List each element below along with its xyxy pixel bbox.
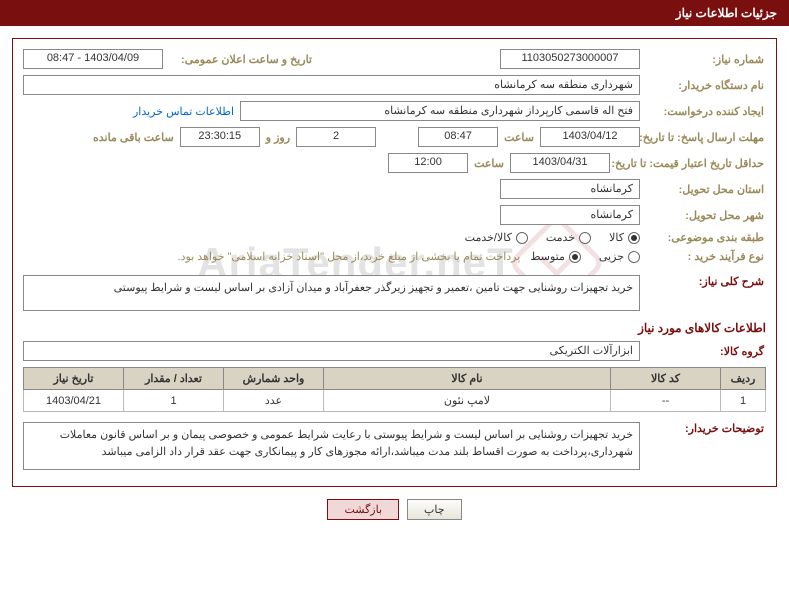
row-need-summary: شرح کلی نیاز: خرید تجهیزات روشنایی جهت ت… [23,275,766,311]
cell-code: -- [611,390,721,412]
price-validity-label: حداقل تاریخ اعتبار قیمت: تا تاریخ: [616,157,766,170]
radio-service[interactable]: خدمت [546,231,591,244]
cell-need-date: 1403/04/21 [24,390,124,412]
buyer-org-label: نام دستگاه خریدار: [646,79,766,92]
purchase-process-group: جزیی متوسط [530,250,640,263]
purchase-process-note: پرداخت تمام یا بخشی از مبلغ خرید،از محل … [178,250,525,263]
goods-info-title: اطلاعات کالاهای مورد نیاز [23,321,766,335]
row-delivery-city: شهر محل تحویل: کرمانشاه [23,205,766,225]
buyer-org-value: شهرداری منطقه سه کرمانشاه [23,75,640,95]
row-buyer-org: نام دستگاه خریدار: شهرداری منطقه سه کرما… [23,75,766,95]
response-deadline-time: 08:47 [418,127,498,147]
row-goods-group: گروه کالا: ابزارآلات الکتریکی [23,341,766,361]
delivery-province-label: استان محل تحویل: [646,183,766,196]
col-name: نام کالا [324,368,611,390]
goods-group-label: گروه کالا: [646,345,766,358]
goods-group-value: ابزارآلات الکتریکی [23,341,640,361]
row-purchase-process: نوع فرآیند خرید : جزیی متوسط پرداخت تمام… [23,250,766,263]
request-creator-label: ایجاد کننده درخواست: [646,105,766,118]
days-label: روز و [266,131,290,144]
panel-header: جزئیات اطلاعات نیاز [0,0,789,26]
remain-label: ساعت باقی مانده [93,131,174,144]
print-button[interactable]: چاپ [407,499,462,520]
need-summary-text: خرید تجهیزات روشنایی جهت تامین ،تعمیر و … [23,275,640,311]
response-time-label: ساعت [504,131,534,144]
row-buyer-notes: توضیحات خریدار: خرید تجهیزات روشنایی بر … [23,422,766,470]
col-qty: تعداد / مقدار [124,368,224,390]
need-summary-label: شرح کلی نیاز: [646,275,766,288]
col-code: کد کالا [611,368,721,390]
delivery-city-label: شهر محل تحویل: [646,209,766,222]
radio-partial[interactable]: جزیی [599,250,640,263]
price-validity-date: 1403/04/31 [510,153,610,173]
response-deadline-date: 1403/04/12 [540,127,640,147]
need-number-value: 1103050273000007 [500,49,640,69]
price-validity-time: 12:00 [388,153,468,173]
radio-goods-circle [628,232,640,244]
back-button[interactable]: بازگشت [327,499,399,520]
row-need-number: شماره نیاز: 1103050273000007 تاریخ و ساع… [23,49,766,69]
col-row: ردیف [721,368,766,390]
request-creator-value: فتح اله قاسمی کارپرداز شهرداری منطقه سه … [240,101,640,121]
row-response-deadline: مهلت ارسال پاسخ: تا تاریخ: 1403/04/12 سا… [23,127,766,147]
need-number-label: شماره نیاز: [646,53,766,66]
row-price-validity: حداقل تاریخ اعتبار قیمت: تا تاریخ: 1403/… [23,153,766,173]
announce-datetime-value: 1403/04/09 - 08:47 [23,49,163,69]
col-need-date: تاریخ نیاز [24,368,124,390]
purchase-process-label: نوع فرآیند خرید : [646,250,766,263]
cell-name: لامپ نئون [324,390,611,412]
radio-service-circle [579,232,591,244]
row-request-creator: ایجاد کننده درخواست: فتح اله قاسمی کارپر… [23,101,766,121]
radio-goods-service[interactable]: کالا/خدمت [465,231,528,244]
goods-table-header-row: ردیف کد کالا نام کالا واحد شمارش تعداد /… [24,368,766,390]
response-deadline-label: مهلت ارسال پاسخ: تا تاریخ: [646,131,766,144]
row-subject-category: طبقه بندی موضوعی: کالا خدمت کالا/خدمت [23,231,766,244]
radio-partial-circle [628,251,640,263]
row-delivery-province: استان محل تحویل: کرمانشاه [23,179,766,199]
subject-category-group: کالا خدمت کالا/خدمت [465,231,640,244]
cell-qty: 1 [124,390,224,412]
panel-title: جزئیات اطلاعات نیاز [676,6,777,20]
radio-medium[interactable]: متوسط [530,250,581,263]
delivery-province-value: کرمانشاه [500,179,640,199]
radio-goods-label: کالا [609,231,624,244]
buyer-contact-link[interactable]: اطلاعات تماس خریدار [133,105,234,118]
radio-goods[interactable]: کالا [609,231,640,244]
price-validity-time-label: ساعت [474,157,504,170]
radio-goods-service-label: کالا/خدمت [465,231,512,244]
announce-datetime-label: تاریخ و ساعت اعلان عمومی: [169,53,314,66]
buyer-notes-text: خرید تجهیزات روشنایی بر اساس لیست و شرای… [23,422,640,470]
radio-partial-label: جزیی [599,250,624,263]
cell-row: 1 [721,390,766,412]
details-panel: AriaTender.neT شماره نیاز: 1103050273000… [12,38,777,487]
goods-table: ردیف کد کالا نام کالا واحد شمارش تعداد /… [23,367,766,412]
footer-buttons: چاپ بازگشت [0,499,789,520]
col-unit: واحد شمارش [224,368,324,390]
buyer-notes-label: توضیحات خریدار: [646,422,766,435]
radio-medium-circle [569,251,581,263]
radio-service-label: خدمت [546,231,575,244]
cell-unit: عدد [224,390,324,412]
delivery-city-value: کرمانشاه [500,205,640,225]
radio-medium-label: متوسط [530,250,565,263]
table-row: 1 -- لامپ نئون عدد 1 1403/04/21 [24,390,766,412]
radio-goods-service-circle [516,232,528,244]
days-remaining: 2 [296,127,376,147]
subject-category-label: طبقه بندی موضوعی: [646,231,766,244]
hours-remaining: 23:30:15 [180,127,260,147]
